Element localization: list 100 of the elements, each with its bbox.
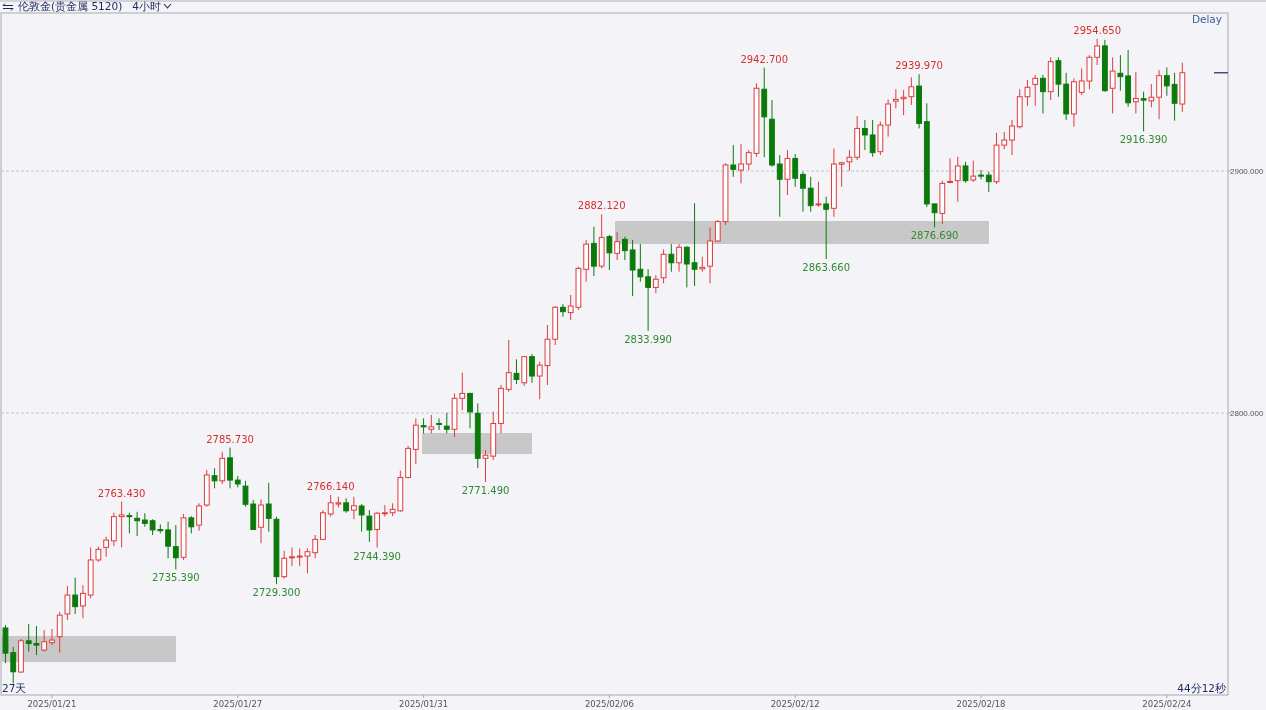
candlestick	[784, 149, 791, 196]
annotation: 2771.490	[461, 485, 510, 497]
annotation: 2882.120	[577, 200, 626, 212]
candlestick	[265, 482, 272, 533]
candlestick	[815, 181, 822, 208]
candlestick	[560, 303, 566, 318]
candlestick	[72, 577, 79, 615]
candlestick	[1148, 83, 1155, 108]
annotation: 2942.700	[740, 53, 789, 65]
candlestick	[869, 119, 876, 158]
candlestick	[505, 339, 512, 393]
annotation: 2939.970	[895, 60, 943, 72]
candlestick	[281, 550, 288, 579]
candlestick	[1009, 119, 1015, 156]
candlestick	[381, 504, 388, 518]
candlestick	[1109, 56, 1116, 114]
candlestick	[118, 501, 125, 548]
annotation: 2876.690	[910, 230, 959, 242]
x-tick-label: 2025/01/21	[27, 699, 77, 709]
candlestick	[141, 512, 148, 528]
candlestick	[41, 629, 48, 653]
candlestick	[1171, 72, 1178, 122]
annotation: 2863.660	[802, 261, 851, 273]
candlestick	[776, 154, 783, 218]
candlestick	[49, 628, 55, 646]
candlestick	[691, 202, 698, 287]
x-tick-label: 2025/02/12	[770, 699, 820, 709]
annotation: 2729.300	[252, 587, 301, 599]
annotation: 2916.390	[1119, 134, 1168, 146]
annotation: 2766.140	[306, 481, 355, 492]
candlestick	[660, 248, 667, 284]
annotation: 2833.990	[624, 333, 672, 345]
candlestick	[1040, 74, 1046, 114]
candlestick	[513, 358, 520, 385]
candlestick	[227, 447, 233, 489]
candlestick	[436, 417, 442, 431]
candlestick	[172, 524, 179, 570]
candlestick	[196, 502, 202, 532]
candlestick	[428, 414, 435, 434]
candlestick	[443, 412, 450, 434]
x-tick-label: 2025/02/18	[956, 699, 1006, 709]
candlestick	[954, 156, 961, 203]
annotation: 2763.430	[97, 487, 146, 499]
candlestick	[823, 196, 830, 260]
candlestick	[892, 88, 899, 109]
candlestick	[838, 161, 845, 188]
candlestick	[350, 496, 357, 520]
chart-subtitle: 4小时	[132, 0, 161, 12]
candlestick	[738, 143, 744, 184]
candlestick	[374, 511, 381, 549]
text: Delay	[1191, 13, 1222, 25]
candlestick	[1117, 54, 1124, 92]
candlestick	[289, 546, 295, 567]
y-tick-label: 2900.000	[1230, 167, 1264, 177]
candlestick	[366, 509, 373, 543]
candlestick	[103, 536, 110, 558]
annotation: 2954.650	[1073, 24, 1122, 36]
annotation: 2735.390	[151, 572, 200, 584]
candlestick	[606, 234, 613, 271]
x-tick-label: 2025/01/27	[213, 699, 263, 709]
candlestick	[985, 171, 992, 193]
candlestick	[312, 534, 319, 559]
candlestick	[900, 89, 907, 116]
candlestick	[1163, 66, 1170, 97]
candlestick	[1156, 69, 1162, 120]
candlestick	[861, 119, 868, 151]
candlestick	[792, 153, 799, 188]
candlestick	[962, 161, 969, 184]
x-tick-label: 2025/02/24	[1142, 699, 1192, 709]
candlestick	[1032, 74, 1039, 107]
candlestick	[126, 512, 133, 534]
annotation: 27天	[2, 682, 27, 694]
candlestick	[931, 202, 938, 228]
x-tick-label: 2025/02/06	[584, 699, 634, 709]
candlestick	[258, 498, 264, 544]
candlestick	[978, 169, 984, 180]
candlestick	[730, 144, 737, 178]
candlestick	[846, 149, 853, 172]
candlestick	[358, 503, 365, 533]
candlestick	[800, 171, 806, 213]
candlestick	[591, 226, 597, 277]
annotation: 44分12秒	[1177, 682, 1226, 694]
annotation: 2785.730	[206, 433, 254, 445]
candlestick	[211, 467, 218, 489]
candlestick	[621, 236, 628, 261]
candlestick	[1094, 38, 1101, 66]
candlestick	[683, 245, 690, 288]
chart-title: 伦敦金(贵金属 5120)	[18, 0, 123, 12]
candlestick	[165, 521, 171, 559]
candlestick	[947, 157, 953, 184]
candlestick	[614, 231, 621, 261]
candlestick	[807, 176, 814, 213]
candlestick	[134, 511, 141, 537]
annotation: 2744.390	[353, 550, 401, 562]
candlestick	[970, 160, 977, 183]
candlestick	[645, 268, 651, 332]
candlestick	[652, 274, 659, 294]
candlestick	[885, 98, 892, 138]
x-tick-label: 2025/01/31	[399, 699, 449, 709]
candlestick	[219, 451, 226, 485]
